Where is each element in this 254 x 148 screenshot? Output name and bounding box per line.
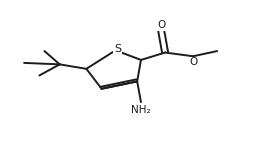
Text: S: S — [114, 44, 121, 54]
Text: O: O — [157, 20, 165, 30]
Text: O: O — [189, 57, 197, 67]
Text: NH₂: NH₂ — [131, 104, 151, 115]
